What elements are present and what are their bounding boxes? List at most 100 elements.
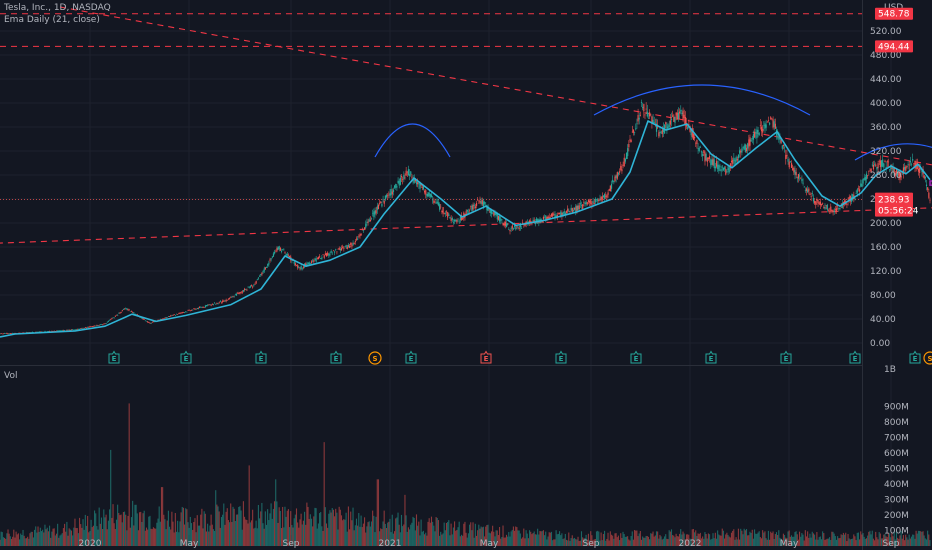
axes: 0.0040.0080.00120.00160.00200.00240.0028… [79,3,909,549]
price-candle-body [505,223,508,227]
volume-bar [674,537,676,546]
volume-bar [477,530,479,546]
volume-bar [181,506,183,546]
event-marker-label: E [853,355,858,363]
volume-bar [578,540,580,546]
volume-bar [525,530,527,546]
volume-bar [398,524,400,546]
event-marker-label: E [559,355,564,363]
volume-bar [745,529,748,546]
volume-bar [803,540,805,546]
volume-bar [88,532,90,546]
indicator-legend[interactable]: Ema Daily (21, close) [4,15,100,25]
volume-bar [253,528,255,546]
price-candle-body [166,317,168,319]
volume-bar [550,531,553,546]
volume-legend[interactable]: Vol [4,371,18,381]
symbol-legend[interactable]: Tesla, Inc., 1D, NASDAQ [4,3,111,13]
volume-bar [604,530,606,546]
earnings-event-marker [180,350,192,364]
volume-bar [185,508,187,546]
event-marker-label: E [334,355,339,363]
price-candle-body [653,121,655,124]
volume-bar [113,523,115,546]
price-candle-body [414,178,416,182]
volume-bar [90,519,92,546]
volume-bar [211,524,213,546]
price-series [0,99,931,338]
volume-bar [763,532,765,546]
price-candle-body [752,134,755,140]
volume-bar [647,536,649,546]
volume-bar [264,511,266,546]
volume-bar [215,490,217,546]
price-candle-body [400,176,403,178]
volume-bar [4,537,6,546]
price-candle-body [235,294,238,296]
volume-bar [405,515,407,546]
price-candle-body [61,330,63,331]
volume-bar [565,539,568,546]
volume-bar [917,530,919,546]
volume-bar [452,527,454,546]
volume-bar [94,510,96,546]
price-candle-body [203,307,205,308]
volume-bar [856,532,858,546]
volume-bar [742,534,744,546]
volume-bar [563,538,565,546]
price-candle-body [74,329,76,331]
price-candle-body [31,331,33,333]
volume-bar [677,536,679,546]
volume-bar [346,531,348,546]
price-candle-body [629,139,631,141]
volume-bar [217,506,219,546]
volume-bar [809,533,811,546]
price-candle-body [287,254,290,256]
price-candle-body [713,159,715,168]
volume-bar [160,487,163,546]
event-marker-label: E [184,355,189,363]
volume-bar [524,538,526,546]
volume-bar [147,529,149,546]
volume-bar [757,532,759,546]
volume-bar [749,531,751,546]
volume-bar [712,533,714,546]
price-candle-body [9,333,11,335]
volume-bar [777,535,779,546]
price-candle-body [691,128,693,137]
price-candle-body [406,172,408,174]
price-candle-body [548,216,550,219]
volume-bar [257,504,259,546]
price-candle-body [376,206,378,210]
volume-bar [82,519,84,546]
price-candle-body [295,265,298,266]
price-candle-body [570,207,572,211]
price-candle-body [755,132,757,133]
volume-bar [38,531,40,546]
volume-bar [785,537,787,546]
volume-bar [534,534,536,546]
price-candle-body [517,226,519,228]
price-candle-body [84,327,86,329]
volume-bar [81,527,83,546]
volume-bar [271,518,273,546]
volume-bar [149,515,151,546]
countdown-tag: 05:56:24 [878,207,919,217]
price-candle-body [756,129,758,139]
event-markers[interactable]: EEEESEEEEEEEESE [108,350,932,365]
volume-bar [234,520,236,546]
event-marker-label: E [913,355,918,363]
volume-bar [35,526,37,546]
volume-bar [66,521,68,546]
price-candle-body [711,159,713,165]
price-candle-body [370,217,373,219]
volume-bar [609,531,611,546]
price-candle-body [90,326,92,327]
price-candle-body [59,330,61,332]
volume-bar [852,538,854,546]
volume-tick-label: 200M [884,511,909,521]
price-candle-body [739,150,741,154]
price-candle-body [364,227,366,230]
volume-bar [414,530,416,546]
